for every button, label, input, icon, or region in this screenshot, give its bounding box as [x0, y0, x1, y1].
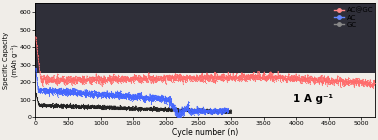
Legend: AC@GC, AC, GC: AC@GC, AC, GC	[333, 6, 375, 29]
Y-axis label: Specific Capacity
(mAh g⁻¹): Specific Capacity (mAh g⁻¹)	[3, 32, 18, 89]
X-axis label: Cycle number (n): Cycle number (n)	[172, 128, 238, 136]
Text: 1 A g⁻¹: 1 A g⁻¹	[293, 94, 333, 104]
Bar	[36, 4, 375, 73]
